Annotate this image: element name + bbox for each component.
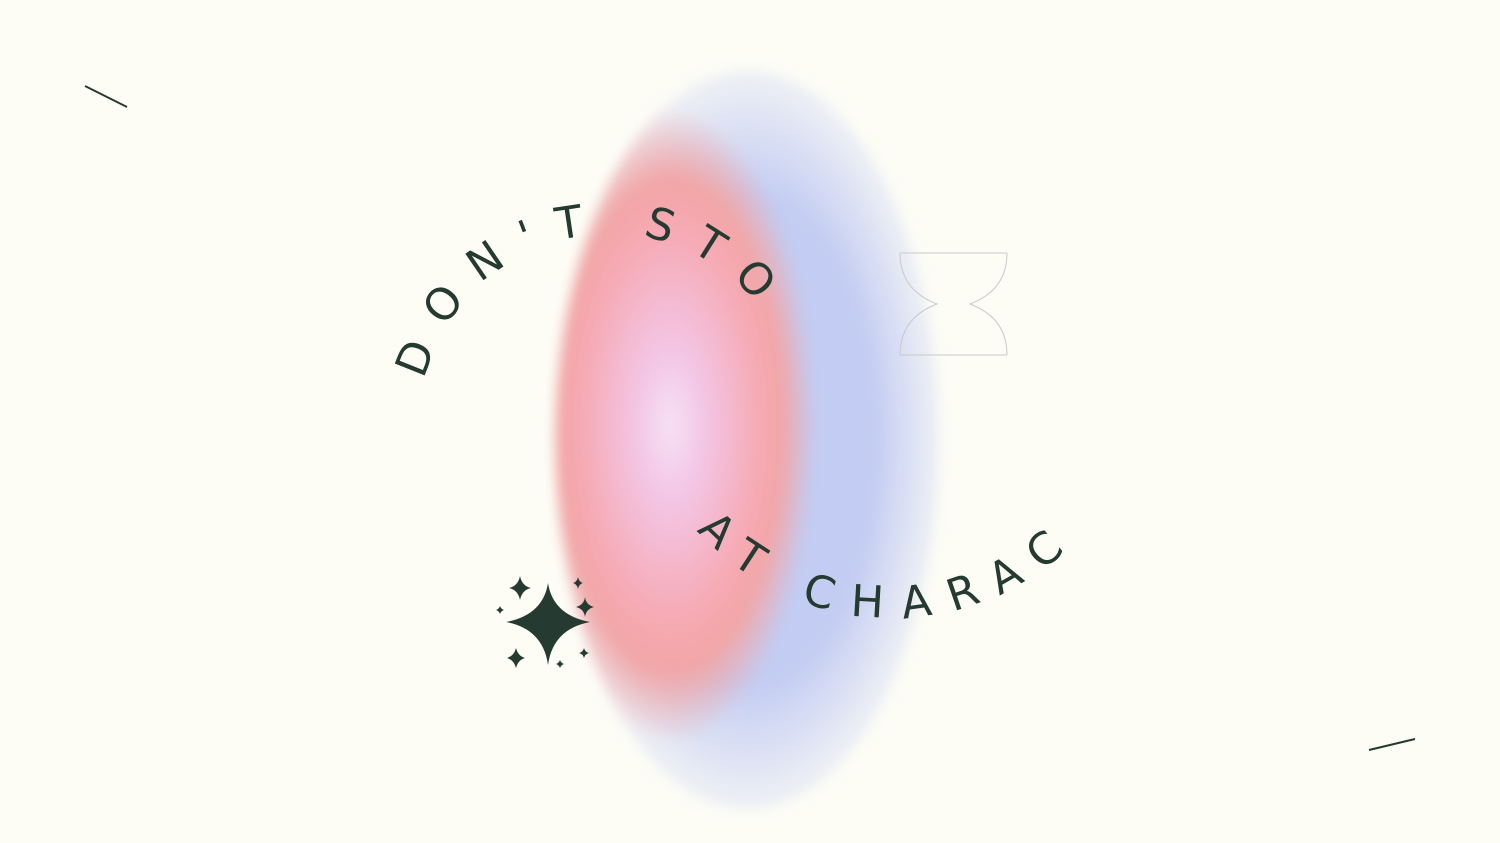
slash-line-bottom-right bbox=[1368, 738, 1416, 751]
hourglass-outline bbox=[899, 252, 1008, 356]
sparkle-icon bbox=[496, 576, 594, 668]
gradient-blob bbox=[555, 70, 940, 810]
slash-line-top-left bbox=[84, 85, 128, 108]
headline-line-2-text: AT CHARACTERS bbox=[0, 0, 1068, 630]
headline-line-1: DON'T STOP bbox=[0, 0, 800, 383]
headline-line-2: AT CHARACTERS bbox=[0, 0, 1068, 630]
headline-line-1-text: DON'T STOP bbox=[0, 0, 778, 383]
